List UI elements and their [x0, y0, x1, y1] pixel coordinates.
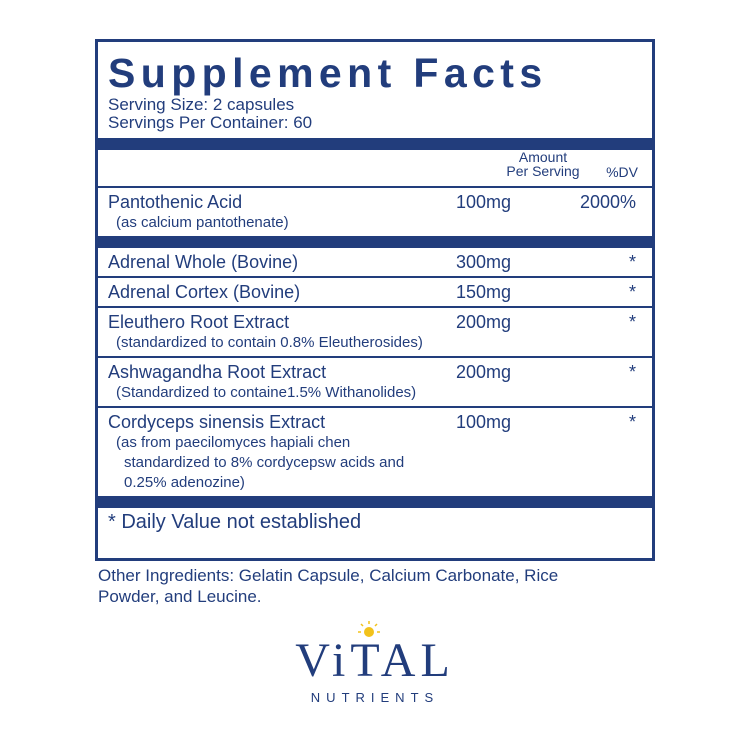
- amount-header-line: Amount: [518, 149, 568, 165]
- ingredient-name: Adrenal Cortex (Bovine): [108, 282, 301, 302]
- brand-tagline: NUTRIENTS: [310, 690, 440, 705]
- ingredient-cell: Adrenal Whole (Bovine): [108, 251, 456, 273]
- daily-value: *: [628, 282, 636, 302]
- table-header: Amount Per Serving %DV: [98, 150, 652, 186]
- ingredient-name: Adrenal Whole (Bovine): [108, 252, 299, 272]
- ingredient-detail: (standardized to contain 0.8% Eleutheros…: [116, 334, 423, 351]
- daily-value: *: [628, 312, 636, 332]
- other-ingredients-line: Other Ingredients: Gelatin Capsule, Calc…: [98, 566, 559, 585]
- ingredient-detail: standardized to 8% cordycepsw acids and: [124, 454, 405, 471]
- divider: [98, 276, 652, 278]
- ingredient-row: Pantothenic Acid (as calcium pantothenate…: [98, 188, 652, 236]
- divider: [98, 496, 652, 508]
- ingredient-detail: (as calcium pantothenate): [116, 214, 289, 231]
- divider: [98, 306, 652, 308]
- ingredient-row: Adrenal Cortex (Bovine) 150mg *: [98, 278, 652, 306]
- sun-icon: [358, 621, 380, 637]
- amount: 100mg: [456, 412, 512, 432]
- divider: [98, 356, 652, 358]
- amount: 200mg: [456, 362, 512, 382]
- amount: 300mg: [456, 252, 512, 272]
- footnote: * Daily Value not established: [108, 511, 362, 533]
- amount: 100mg: [456, 192, 512, 212]
- ingredient-detail: (as from paecilomyces hapiali chen: [116, 434, 351, 451]
- divider: [98, 186, 652, 188]
- divider: [98, 138, 652, 150]
- ingredient-cell: Adrenal Cortex (Bovine): [108, 281, 456, 303]
- title: Supplement Facts: [108, 50, 548, 96]
- amount-header-line: Per Serving: [506, 163, 580, 179]
- daily-value: *: [628, 412, 636, 432]
- table-body: Pantothenic Acid (as calcium pantothenate…: [98, 188, 652, 496]
- ingredient-detail: (Standardized to containe1.5% Withanolid…: [116, 384, 417, 401]
- ingredient-name: Eleuthero Root Extract: [108, 312, 290, 332]
- daily-value: 2000%: [579, 192, 636, 212]
- brand-name: ViTAL: [295, 634, 455, 687]
- amount: 200mg: [456, 312, 512, 332]
- ingredient-row: Ashwagandha Root Extract (Standardized to…: [98, 358, 652, 406]
- amount: 150mg: [456, 282, 512, 302]
- daily-value: *: [628, 252, 636, 272]
- divider: [98, 236, 652, 248]
- ingredient-name: Cordyceps sinensis Extract: [108, 412, 326, 432]
- ingredient-cell: Eleuthero Root Extract (standardized to c…: [108, 311, 456, 353]
- other-ingredients-line: Powder, and Leucine.: [98, 587, 262, 606]
- ingredient-cell: Pantothenic Acid (as calcium pantothenate…: [108, 191, 456, 233]
- ingredient-name: Ashwagandha Root Extract: [108, 362, 327, 382]
- ingredient-detail: 0.25% adenozine): [124, 474, 245, 491]
- supplement-facts-panel: Supplement Facts Serving Size: 2 capsule…: [95, 39, 655, 561]
- ingredient-row: Adrenal Whole (Bovine) 300mg *: [98, 248, 652, 276]
- servings-per-container: Servings Per Container: 60: [108, 113, 313, 132]
- amount-header: Amount Per Serving: [498, 150, 588, 178]
- other-ingredients: Other Ingredients: Gelatin Capsule, Calc…: [98, 565, 558, 607]
- ingredient-row: Cordyceps sinensis Extract (as from paeci…: [98, 408, 652, 496]
- ingredient-cell: Cordyceps sinensis Extract (as from paeci…: [108, 411, 456, 493]
- ingredient-name: Pantothenic Acid: [108, 192, 243, 212]
- dv-header: %DV: [606, 164, 638, 180]
- divider: [98, 406, 652, 408]
- brand-logo: ViTAL NUTRIENTS: [0, 620, 750, 705]
- daily-value: *: [628, 362, 636, 382]
- ingredient-row: Eleuthero Root Extract (standardized to c…: [98, 308, 652, 356]
- ingredient-cell: Ashwagandha Root Extract (Standardized to…: [108, 361, 456, 403]
- serving-size: Serving Size: 2 capsules: [108, 95, 295, 114]
